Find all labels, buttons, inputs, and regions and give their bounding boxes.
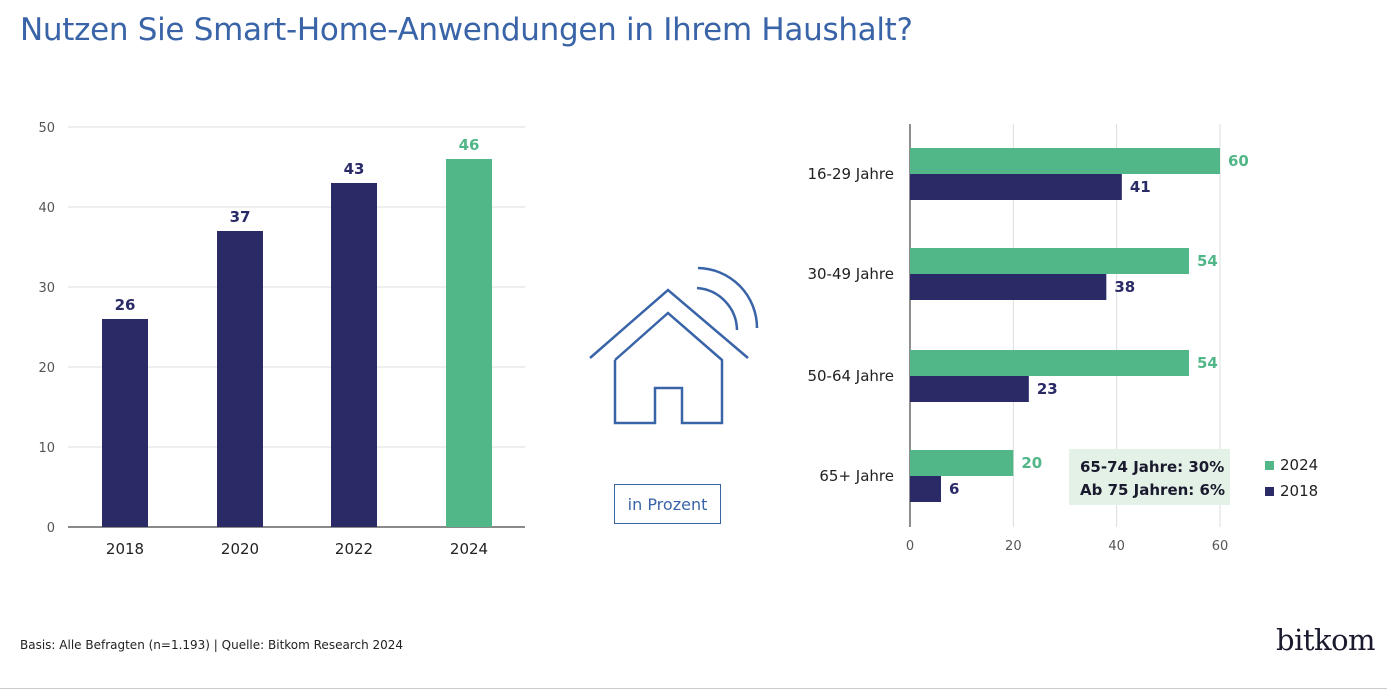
legend-item: 2018 bbox=[1265, 478, 1318, 504]
bar-value-label: 46 bbox=[459, 136, 480, 154]
y-tick-label: 65+ Jahre bbox=[819, 467, 894, 485]
bar bbox=[102, 319, 148, 527]
legend: 2024 2018 bbox=[1265, 452, 1318, 504]
legend-swatch bbox=[1265, 486, 1274, 496]
bar bbox=[910, 174, 1122, 200]
x-tick-label: 2020 bbox=[221, 540, 259, 558]
unit-label-box: in Prozent bbox=[614, 484, 721, 524]
bar-value-label: 41 bbox=[1130, 178, 1151, 196]
x-tick-label: 60 bbox=[1212, 539, 1229, 554]
x-tick-label: 2024 bbox=[450, 540, 488, 558]
horizontal-bar-chart: 0 20 40 60 60 41 16-29 Jahre 54 38 30-49 Jahre 54 2… bbox=[807, 124, 1249, 554]
y-tick-label: 50-64 Jahre bbox=[807, 367, 894, 385]
x-tick-label: 20 bbox=[1005, 539, 1022, 554]
bar bbox=[910, 274, 1107, 300]
legend-label: 2024 bbox=[1280, 456, 1319, 474]
x-tick-label: 2022 bbox=[335, 540, 373, 558]
y-tick-label: 30-49 Jahre bbox=[807, 265, 894, 283]
y-tick-label: 20 bbox=[38, 361, 55, 376]
age-note-box: 65-74 Jahre: 30% Ab 75 Jahren: 6% bbox=[1069, 449, 1230, 505]
x-tick-label: 0 bbox=[906, 539, 914, 554]
bar bbox=[910, 476, 941, 502]
bar bbox=[446, 159, 492, 527]
x-tick-label: 2018 bbox=[106, 540, 144, 558]
y-tick-label: 40 bbox=[38, 201, 55, 216]
bar-value-label: 54 bbox=[1197, 252, 1218, 270]
bottom-divider bbox=[0, 688, 1387, 689]
bar-value-label: 38 bbox=[1114, 278, 1135, 296]
bar-value-label: 43 bbox=[344, 160, 365, 178]
y-tick-label: 50 bbox=[38, 121, 55, 136]
y-tick-label: 10 bbox=[38, 441, 55, 456]
bar-value-label: 20 bbox=[1021, 454, 1042, 472]
bitkom-logo: bitkom bbox=[1276, 623, 1376, 657]
bar-value-label: 26 bbox=[115, 296, 136, 314]
legend-label: 2018 bbox=[1280, 482, 1319, 500]
x-tick-label: 40 bbox=[1108, 539, 1125, 554]
bar bbox=[910, 148, 1220, 174]
page-title: Nutzen Sie Smart-Home-Anwendungen in Ihr… bbox=[20, 12, 913, 48]
bar bbox=[910, 350, 1189, 376]
bar bbox=[910, 450, 1014, 476]
y-tick-label: 16-29 Jahre bbox=[807, 165, 894, 183]
bar-value-label: 60 bbox=[1228, 152, 1249, 170]
bar-value-label: 54 bbox=[1197, 354, 1218, 372]
bar-value-label: 23 bbox=[1037, 380, 1058, 398]
smart-home-house-icon bbox=[589, 266, 759, 425]
bar-value-label: 37 bbox=[230, 208, 251, 226]
source-footnote: Basis: Alle Befragten (n=1.193) | Quelle… bbox=[20, 638, 404, 652]
bar bbox=[910, 376, 1029, 402]
bar-value-label: 6 bbox=[949, 480, 959, 498]
bar bbox=[910, 248, 1189, 274]
legend-item: 2024 bbox=[1265, 452, 1318, 478]
legend-swatch bbox=[1265, 460, 1274, 470]
bar bbox=[217, 231, 263, 527]
age-note-line-1: 65-74 Jahre: 30% bbox=[1080, 458, 1225, 476]
y-tick-label: 30 bbox=[38, 281, 55, 296]
age-note-line-2: Ab 75 Jahren: 6% bbox=[1080, 481, 1225, 499]
bar bbox=[331, 183, 377, 527]
vertical-bar-chart: 0 10 20 30 40 50 26 2018 37 2020 43 2022 46 2024 bbox=[38, 121, 525, 558]
y-tick-label: 0 bbox=[47, 521, 55, 536]
